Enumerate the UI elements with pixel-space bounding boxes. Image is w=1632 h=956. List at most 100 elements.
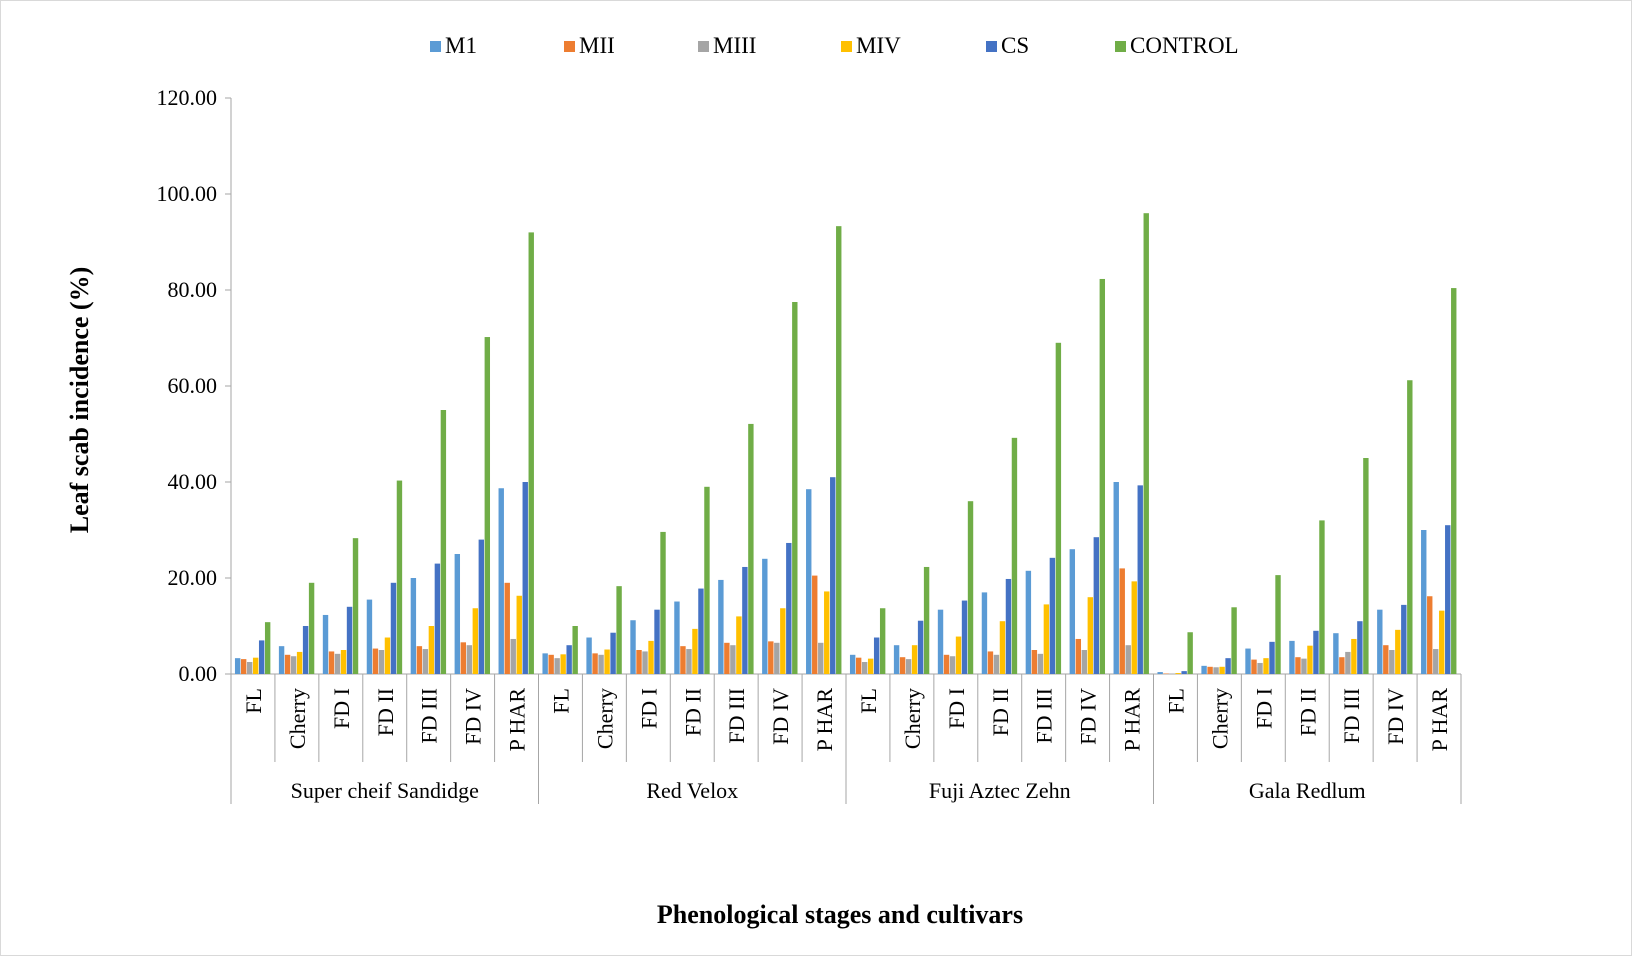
bar-mii (460, 642, 467, 674)
y-tick-label: 120.00 (157, 85, 218, 110)
bar-mii (284, 654, 291, 674)
group-label: Red Velox (646, 778, 738, 803)
bar-miii (905, 659, 912, 674)
bar-miv (1395, 629, 1401, 674)
legend-label: MII (579, 33, 615, 58)
category-label: FD I (636, 688, 661, 729)
bar-mii (899, 657, 906, 674)
bar-cs (1401, 604, 1407, 674)
bar-control (616, 586, 622, 674)
bar-control (923, 566, 930, 674)
bar-miv (867, 658, 874, 674)
bar-control (572, 626, 578, 674)
bar-m1 (630, 620, 636, 674)
bar-cs (1269, 641, 1275, 674)
bar-m1 (718, 579, 724, 674)
bar-cs (1445, 525, 1451, 674)
legend-item-mii: MII (564, 30, 615, 62)
bar-mii (548, 654, 554, 674)
category-label: FD II (988, 688, 1013, 736)
bar-mii (987, 651, 994, 674)
legend-swatch (1115, 40, 1126, 52)
bar-m1 (410, 578, 417, 674)
bar-control (1407, 380, 1413, 674)
y-tick-label: 80.00 (168, 277, 218, 302)
bar-miv (1351, 638, 1357, 674)
y-tick-label: 40.00 (168, 469, 218, 494)
bar-mii (812, 575, 818, 674)
bar-cs (742, 566, 748, 674)
bar-cs (302, 626, 309, 674)
bar-cs (1005, 578, 1012, 674)
legend-item-miv: MIV (841, 30, 901, 62)
bar-miv (692, 628, 698, 674)
bar-cs (1313, 630, 1319, 674)
bar-miv (648, 640, 654, 674)
bar-control (660, 531, 666, 674)
bar-miii (1389, 650, 1395, 674)
bar-m1 (366, 599, 373, 674)
bar-miii (861, 662, 868, 674)
bar-control (879, 608, 886, 674)
legend-label: M1 (445, 33, 477, 58)
bar-cs (698, 588, 704, 674)
bar-mii (855, 657, 862, 674)
category-label: FL (856, 688, 881, 714)
bar-control (1187, 632, 1193, 674)
bar-control (396, 480, 403, 674)
category-label: P HAR (1120, 688, 1145, 752)
bar-miii (246, 662, 253, 674)
bar-miii (334, 653, 341, 674)
bar-cs (1357, 621, 1363, 674)
bar-mii (504, 582, 510, 674)
bar-control (1363, 458, 1369, 674)
legend-item-cs: CS (986, 30, 1029, 62)
bar-m1 (1333, 633, 1339, 674)
bar-m1 (1113, 482, 1119, 674)
category-label: Cherry (1207, 688, 1232, 749)
bar-cs (434, 563, 441, 674)
bar-miii (949, 656, 956, 674)
bar-mii (1119, 568, 1125, 674)
category-label: FD III (417, 688, 442, 744)
bar-m1 (1201, 665, 1207, 674)
category-label: FL (548, 688, 573, 714)
bar-m1 (937, 609, 944, 674)
bar-cs (390, 582, 397, 674)
group-label: Gala Redlum (1249, 778, 1366, 803)
category-label: FD III (724, 688, 749, 744)
bar-cs (786, 542, 792, 674)
bar-control (704, 486, 710, 674)
bar-miii (1301, 658, 1307, 674)
bar-m1 (762, 558, 768, 674)
bar-control (352, 538, 359, 674)
bar-control (528, 232, 534, 674)
bar-m1 (1421, 530, 1427, 674)
bar-control (308, 582, 315, 674)
bar-miv (911, 645, 918, 674)
bar-control (484, 337, 491, 674)
category-label: FD II (680, 688, 705, 736)
bar-m1 (1069, 549, 1076, 674)
bar-m1 (498, 488, 504, 674)
category-label: FD IV (1076, 688, 1101, 745)
bar-cs (478, 539, 485, 674)
bar-miv (955, 636, 962, 674)
y-tick-label: 0.00 (179, 661, 218, 686)
bar-mii (416, 646, 423, 674)
group-label: Fuji Aztec Zehn (929, 778, 1071, 803)
bar-control (1275, 575, 1281, 674)
bar-mii (592, 653, 598, 674)
x-axis-title: Phenological stages and cultivars (656, 900, 1024, 929)
y-tick-label: 20.00 (168, 565, 218, 590)
bar-miii (774, 642, 780, 674)
bar-miii (1081, 650, 1088, 674)
bar-mii (240, 659, 247, 674)
bar-miv (1219, 666, 1225, 674)
bar-mii (1339, 657, 1345, 674)
y-tick-label: 100.00 (157, 181, 218, 206)
legend-swatch (564, 40, 575, 52)
bar-miv (296, 651, 303, 674)
bar-control (1451, 288, 1457, 674)
